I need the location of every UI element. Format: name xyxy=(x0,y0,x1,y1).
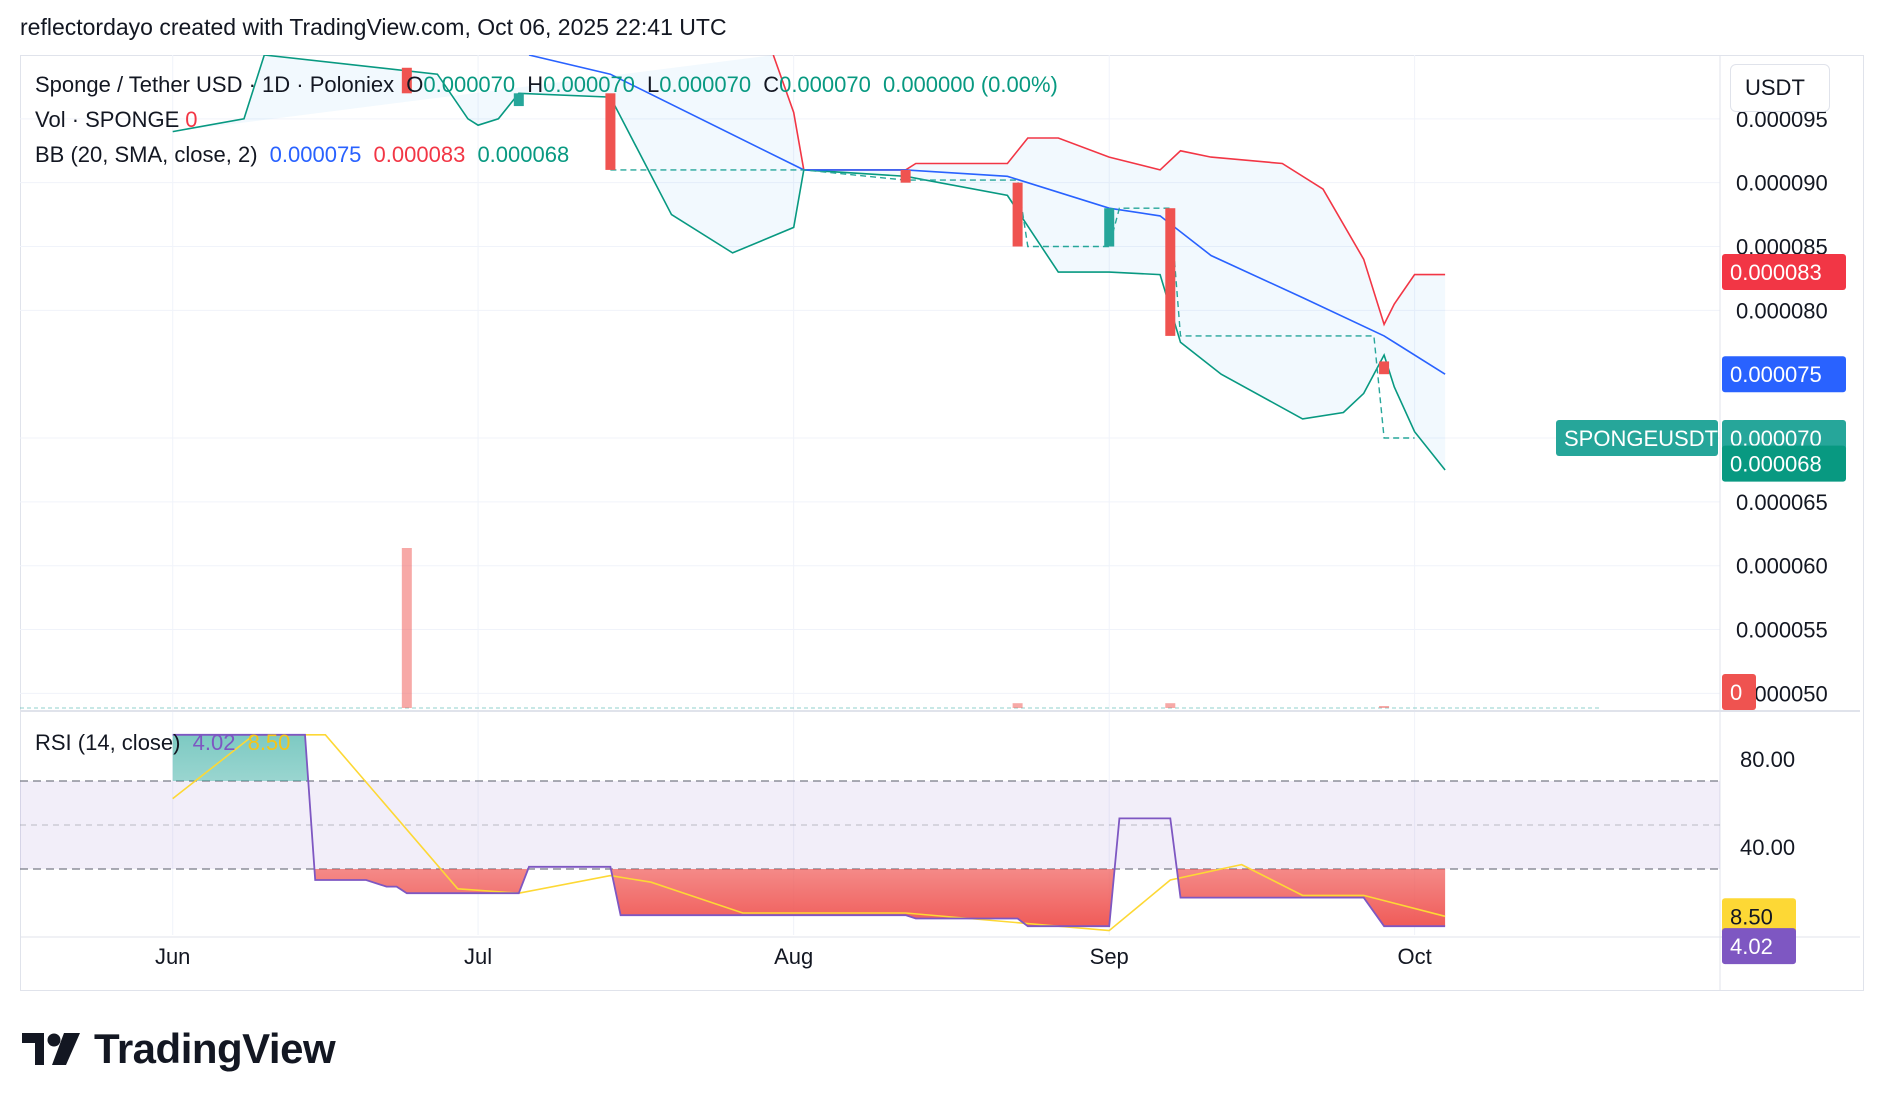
bb-basis-value: 0.000075 xyxy=(269,142,362,167)
price-label-bg xyxy=(1722,445,1846,482)
rsi-axis-label-bg xyxy=(1722,928,1796,965)
price-tick-label: 0.000065 xyxy=(1736,490,1828,515)
rsi-legend[interactable]: RSI (14, close) 4.02 8.50 xyxy=(35,730,296,756)
volume-bars xyxy=(20,548,1600,709)
tradingview-logo[interactable]: TradingView xyxy=(22,1025,336,1073)
close-price-line xyxy=(610,169,1415,439)
time-tick-label: Sep xyxy=(1090,944,1129,969)
time-tick-label: Jul xyxy=(464,944,492,969)
time-tick-label: Oct xyxy=(1397,944,1431,969)
tradingview-wordmark: TradingView xyxy=(94,1025,336,1072)
price-label-bg xyxy=(1722,254,1846,291)
rsi-tick-label: 80.00 xyxy=(1740,747,1795,772)
price-chart[interactable]: 0.0000950.0000900.0000850.0000800.000065… xyxy=(0,0,1878,1000)
volume-bar xyxy=(1379,706,1390,708)
price-candle xyxy=(1012,182,1023,247)
rsi-ma-axis-label: 8.50 xyxy=(1730,904,1773,929)
rsi-lines xyxy=(172,733,1446,932)
rsi-axis-label: 4.02 xyxy=(1730,934,1773,959)
symbol-tag: SPONGEUSDT xyxy=(1564,426,1718,451)
rsi-oversold-fill xyxy=(172,869,1446,927)
bb-label: BB (20, SMA, close, 2) xyxy=(35,142,258,167)
bollinger-legend[interactable]: BB (20, SMA, close, 2) 0.000075 0.000083… xyxy=(35,142,575,168)
price-candles xyxy=(401,67,1390,375)
volume-bar xyxy=(1012,703,1023,708)
rsi-ma-axis-label-bg xyxy=(1722,898,1796,935)
bb-lower-value: 0.000068 xyxy=(477,142,570,167)
rsi-overbought-fill xyxy=(172,734,1446,781)
price-tick-label: 0.000055 xyxy=(1736,618,1828,643)
price-candle xyxy=(1379,361,1390,375)
price-candle xyxy=(401,67,412,94)
rsi-panel xyxy=(20,733,1720,932)
bollinger-band-fill xyxy=(172,55,1446,470)
volume-label: Vol · SPONGE xyxy=(35,107,180,132)
price-tick-label: 0.000080 xyxy=(1736,298,1828,323)
ohlc-values: O0.000070 H0.000070 L0.000070 C0.000070 … xyxy=(406,72,1058,97)
currency-button[interactable]: USDT xyxy=(1730,64,1830,112)
price-label: 0.000083 xyxy=(1730,260,1822,285)
bb-upper-value: 0.000083 xyxy=(373,142,466,167)
rsi-zone-fills xyxy=(172,734,1446,927)
price-candle xyxy=(1104,208,1115,247)
price-label-bg xyxy=(1722,356,1846,393)
rsi-tick-label: 40.00 xyxy=(1740,835,1795,860)
volume-axis-label: 0 xyxy=(1730,680,1742,705)
chart-axes: 0.0000950.0000900.0000850.0000800.000065… xyxy=(155,107,1846,969)
time-tick-label: Aug xyxy=(774,944,813,969)
rsi-ma-value: 8.50 xyxy=(247,730,291,755)
time-tick-label: Jun xyxy=(155,944,190,969)
tradingview-logo-icon xyxy=(22,1033,80,1065)
rsi-label: RSI (14, close) xyxy=(35,730,181,755)
price-tick-label: 0.000060 xyxy=(1736,554,1828,579)
volume-bar xyxy=(401,548,412,708)
price-label: 0.000068 xyxy=(1730,452,1822,477)
price-candle xyxy=(513,93,524,107)
volume-value: 0 xyxy=(185,107,198,132)
symbol-title[interactable]: Sponge / Tether USD · 1D · Poloniex xyxy=(35,72,395,97)
chart-grid xyxy=(20,55,1860,991)
price-candle xyxy=(605,93,616,170)
volume-bar xyxy=(1165,703,1176,708)
bb-basis-line xyxy=(528,55,1446,375)
volume-axis-label-bg xyxy=(1722,674,1756,710)
bb-fill-area xyxy=(172,55,1446,470)
symbol-tag-bg xyxy=(1556,420,1718,457)
price-candle xyxy=(1165,208,1176,336)
chart-frame xyxy=(20,55,1864,991)
chart-attribution: reflectordayo created with TradingView.c… xyxy=(20,14,727,40)
rsi-value: 4.02 xyxy=(192,730,236,755)
price-tick-label: 0.000090 xyxy=(1736,171,1828,196)
volume-legend[interactable]: Vol · SPONGE 0 xyxy=(35,107,204,133)
rsi-ma-line xyxy=(172,734,1446,932)
price-label: 0.000075 xyxy=(1730,362,1822,387)
rsi-line xyxy=(172,733,1446,928)
price-candle xyxy=(900,169,911,183)
symbol-legend: Sponge / Tether USD · 1D · Poloniex O0.0… xyxy=(35,72,1070,98)
